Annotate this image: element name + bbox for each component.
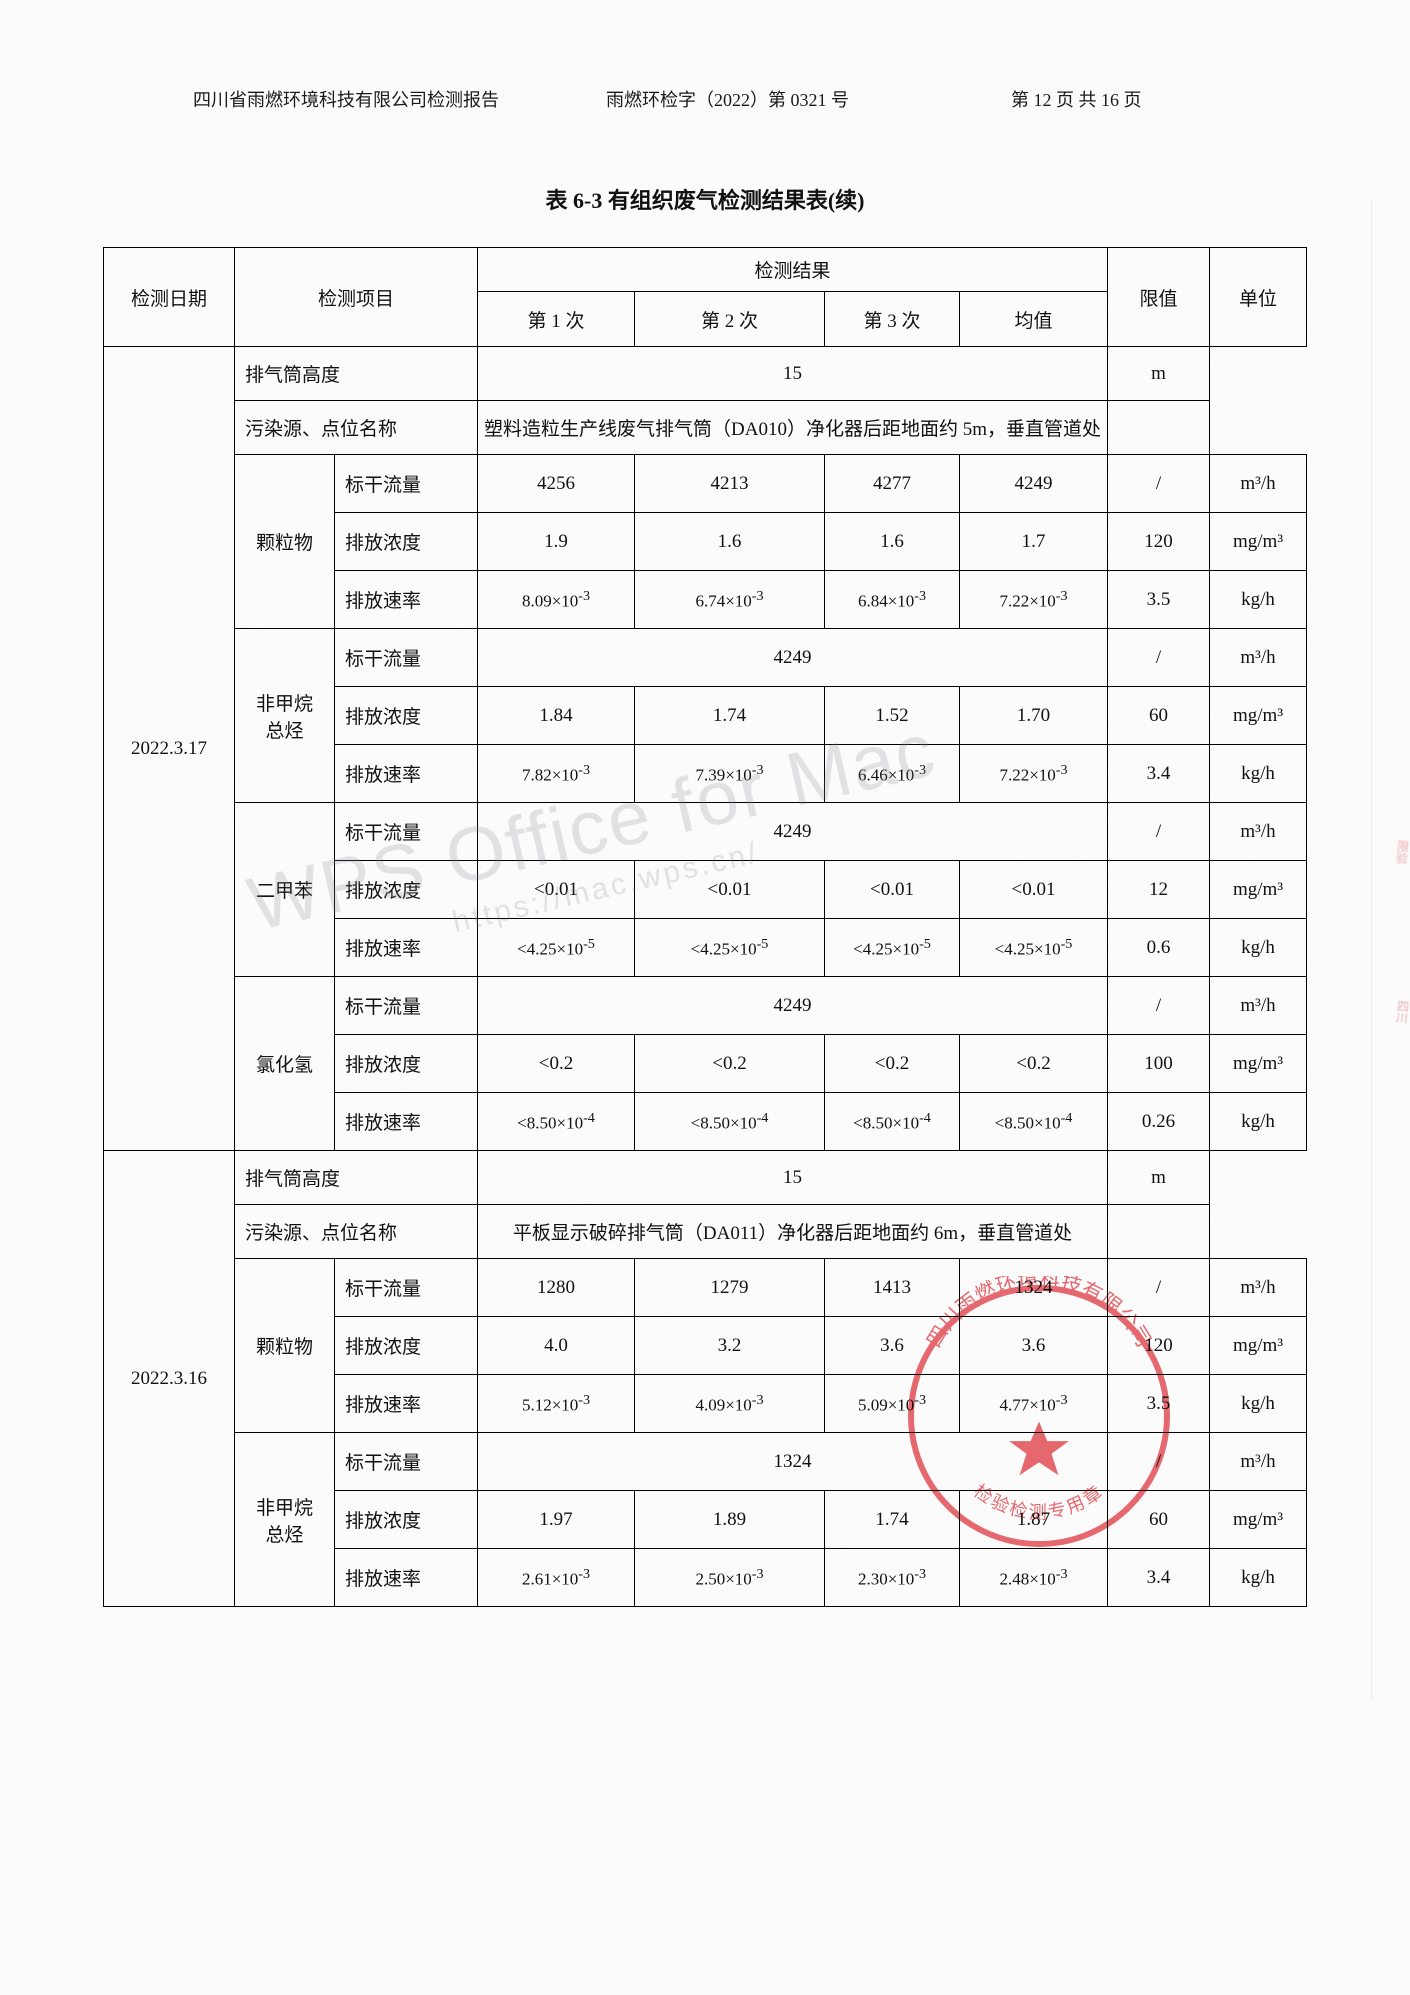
svg-text:四川雨燃环境科技有限公司: 四川雨燃环境科技有限公司 bbox=[923, 1276, 1154, 1351]
svg-text:检验检测专用章: 检验检测专用章 bbox=[970, 1481, 1108, 1523]
